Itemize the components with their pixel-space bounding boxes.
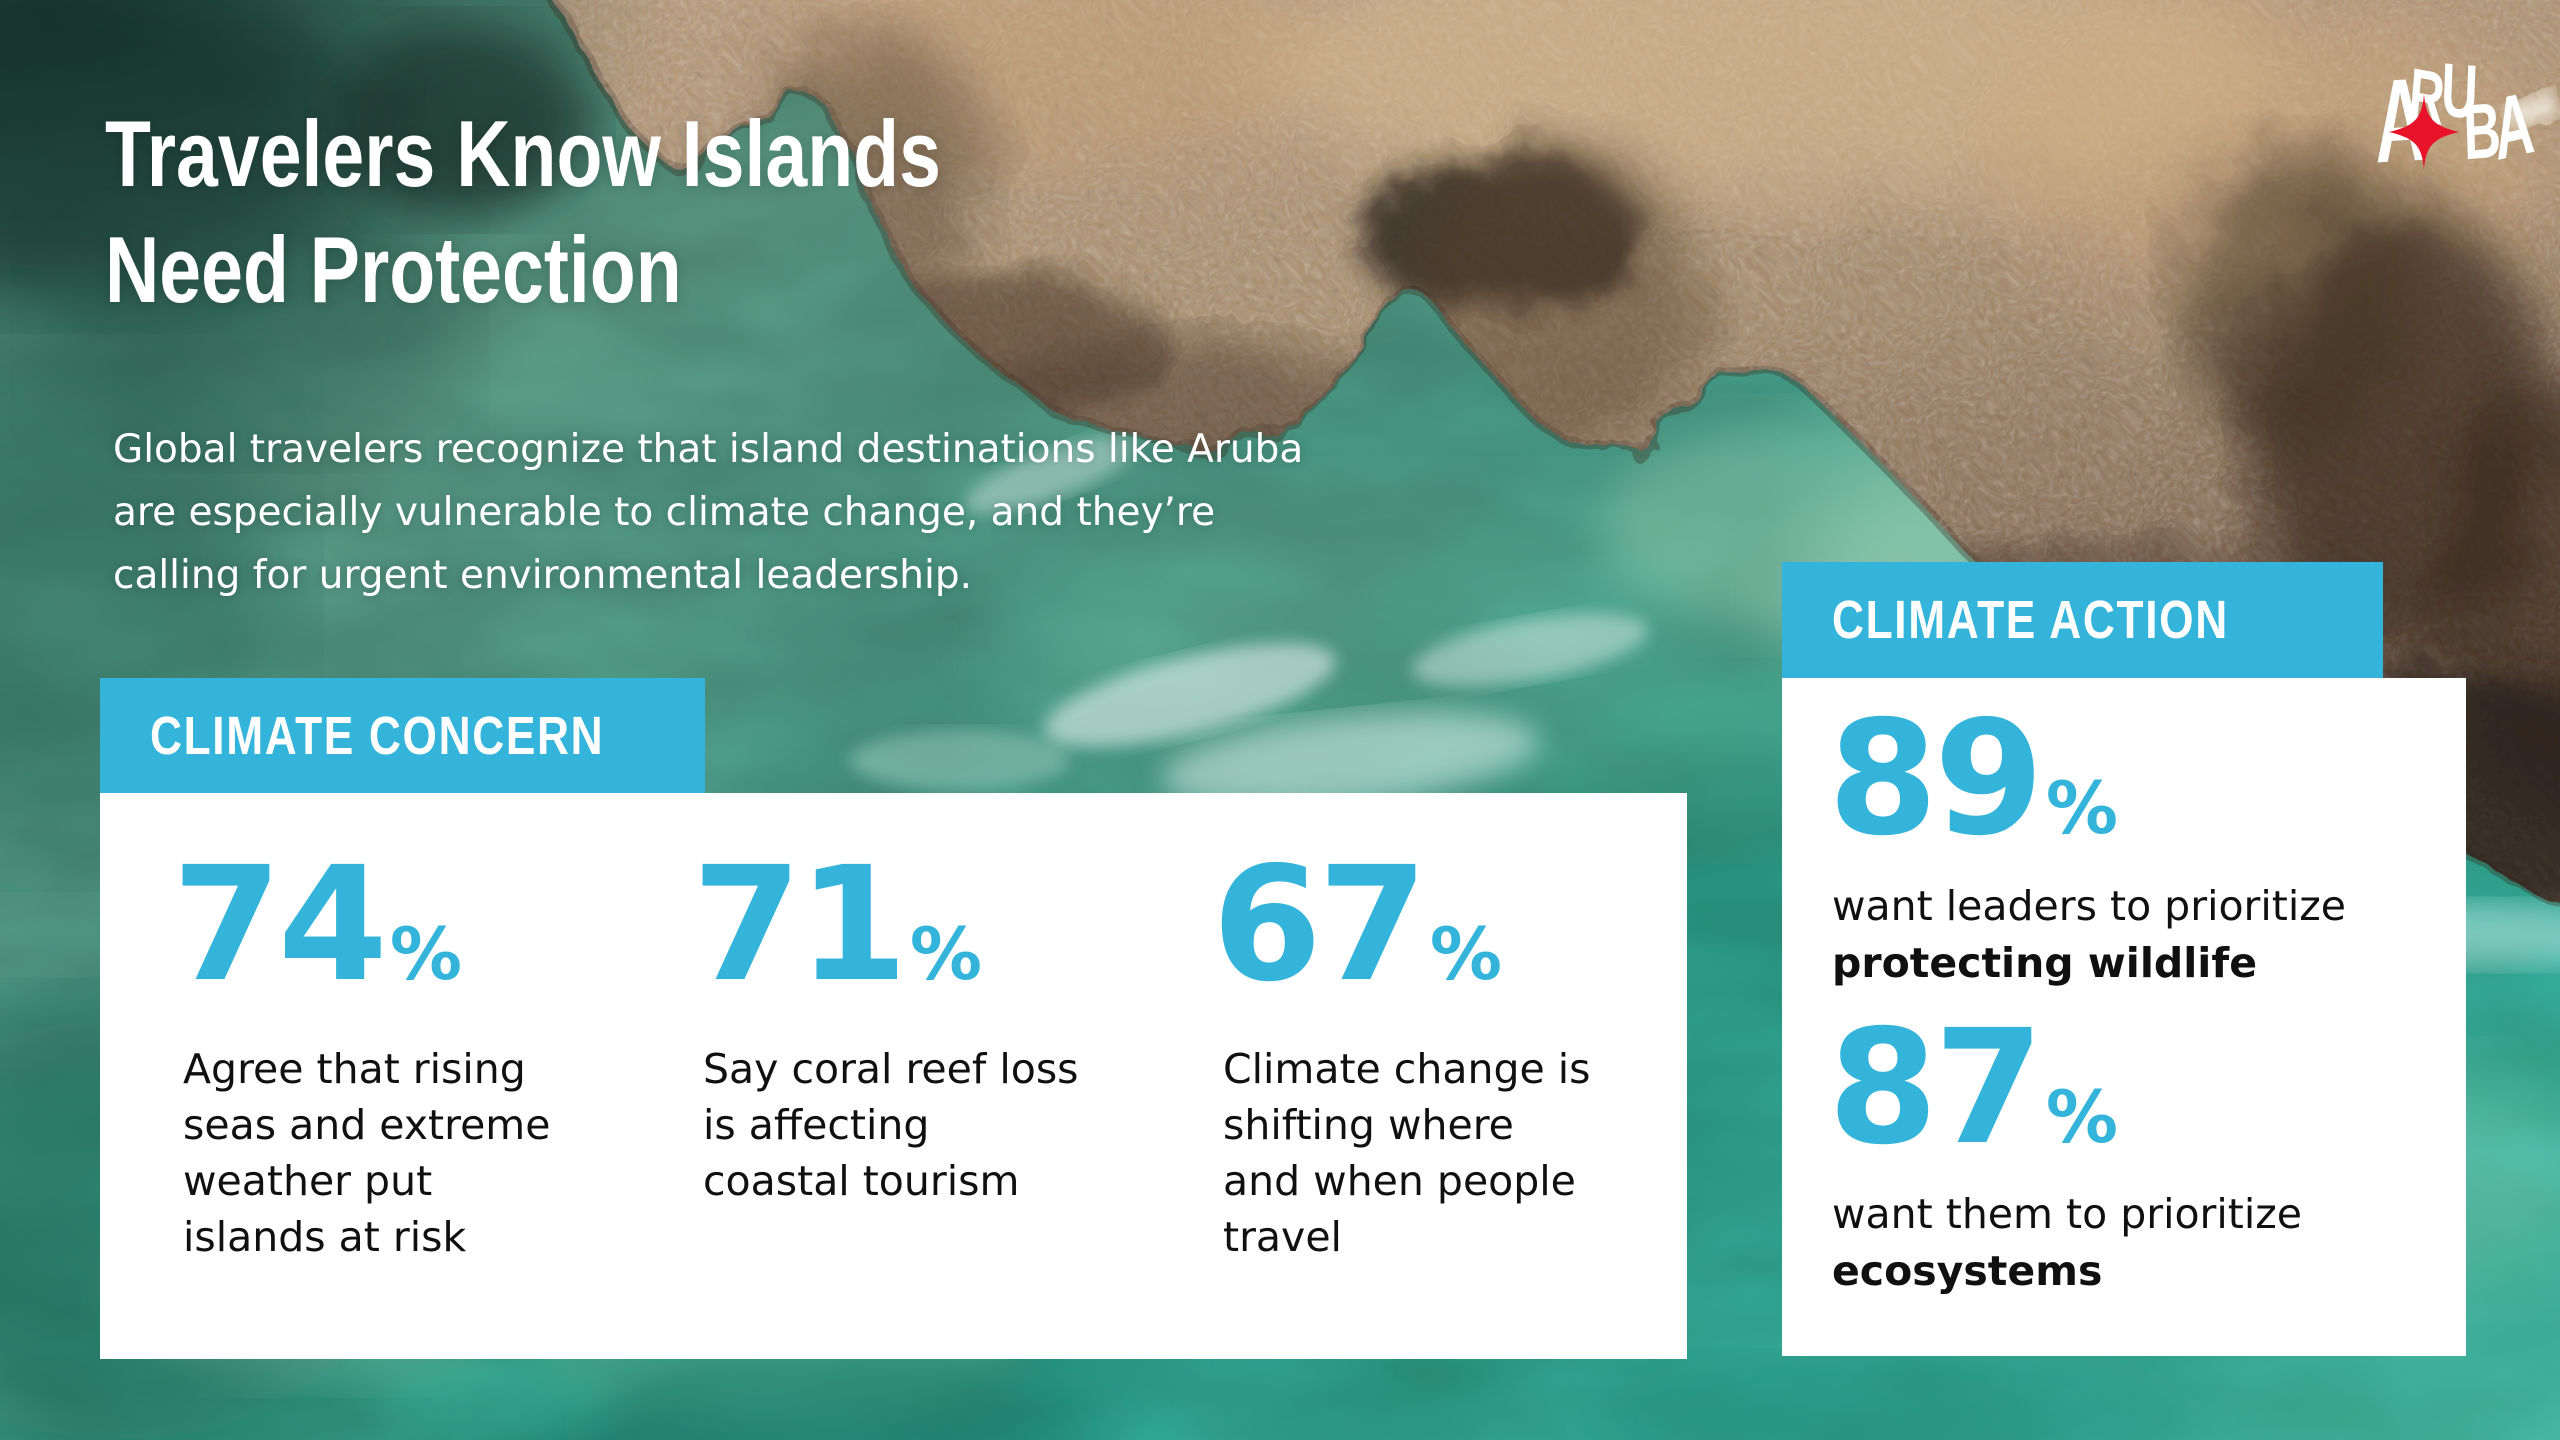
page-title-line1: Travelers Know Islands <box>105 101 941 206</box>
stat-value: 71% <box>692 846 982 1004</box>
star-icon <box>2389 94 2459 170</box>
logo-letter: A <box>2489 72 2538 179</box>
stat-number-text: 87 <box>1828 996 2044 1180</box>
percent-sign: % <box>909 912 983 996</box>
climate-concern-tab: CLIMATE CONCERN <box>100 678 705 793</box>
stat-value: 67% <box>1212 846 1502 1004</box>
stat-description: Say coral reef loss is affecting coastal t… <box>703 1045 1079 1205</box>
percent-sign: % <box>1429 912 1503 996</box>
climate-concern-panel <box>100 793 1687 1359</box>
stat-description: Climate change is shifting where and when … <box>1223 1045 1591 1261</box>
aruba-logo: A R U B A <box>2358 48 2538 189</box>
stat-number-text: 89 <box>1828 687 2044 871</box>
stat-description-bold: ecosystems <box>1832 1247 2103 1295</box>
stat-number-text: 71 <box>692 833 908 1017</box>
climate-action-panel <box>1782 678 2466 1356</box>
page-title: Travelers Know Islands Need Protection <box>105 96 1150 328</box>
percent-sign: % <box>2045 1075 2119 1159</box>
stat-description: want leaders to prioritize <box>1832 882 2347 930</box>
climate-action-tab-label: CLIMATE ACTION <box>1832 590 2229 650</box>
stat-value: 87% <box>1828 1009 2118 1167</box>
stat-value: 74% <box>172 846 462 1004</box>
intro-paragraph: Global travelers recognize that island d… <box>113 427 1304 598</box>
percent-sign: % <box>389 912 463 996</box>
stat-number-text: 74 <box>172 833 388 1017</box>
stat-number-text: 67 <box>1212 833 1428 1017</box>
stat-description-bold: protecting wildlife <box>1832 939 2257 987</box>
stat-value: 89% <box>1828 700 2118 858</box>
stat-description: Agree that rising seas and extreme weather… <box>183 1045 551 1261</box>
page-title-line2: Need Protection <box>105 217 682 322</box>
percent-sign: % <box>2045 766 2119 850</box>
stat-description: want them to prioritize <box>1832 1190 2303 1238</box>
climate-concern-tab-label: CLIMATE CONCERN <box>150 705 605 766</box>
climate-action-tab: CLIMATE ACTION <box>1782 562 2383 678</box>
